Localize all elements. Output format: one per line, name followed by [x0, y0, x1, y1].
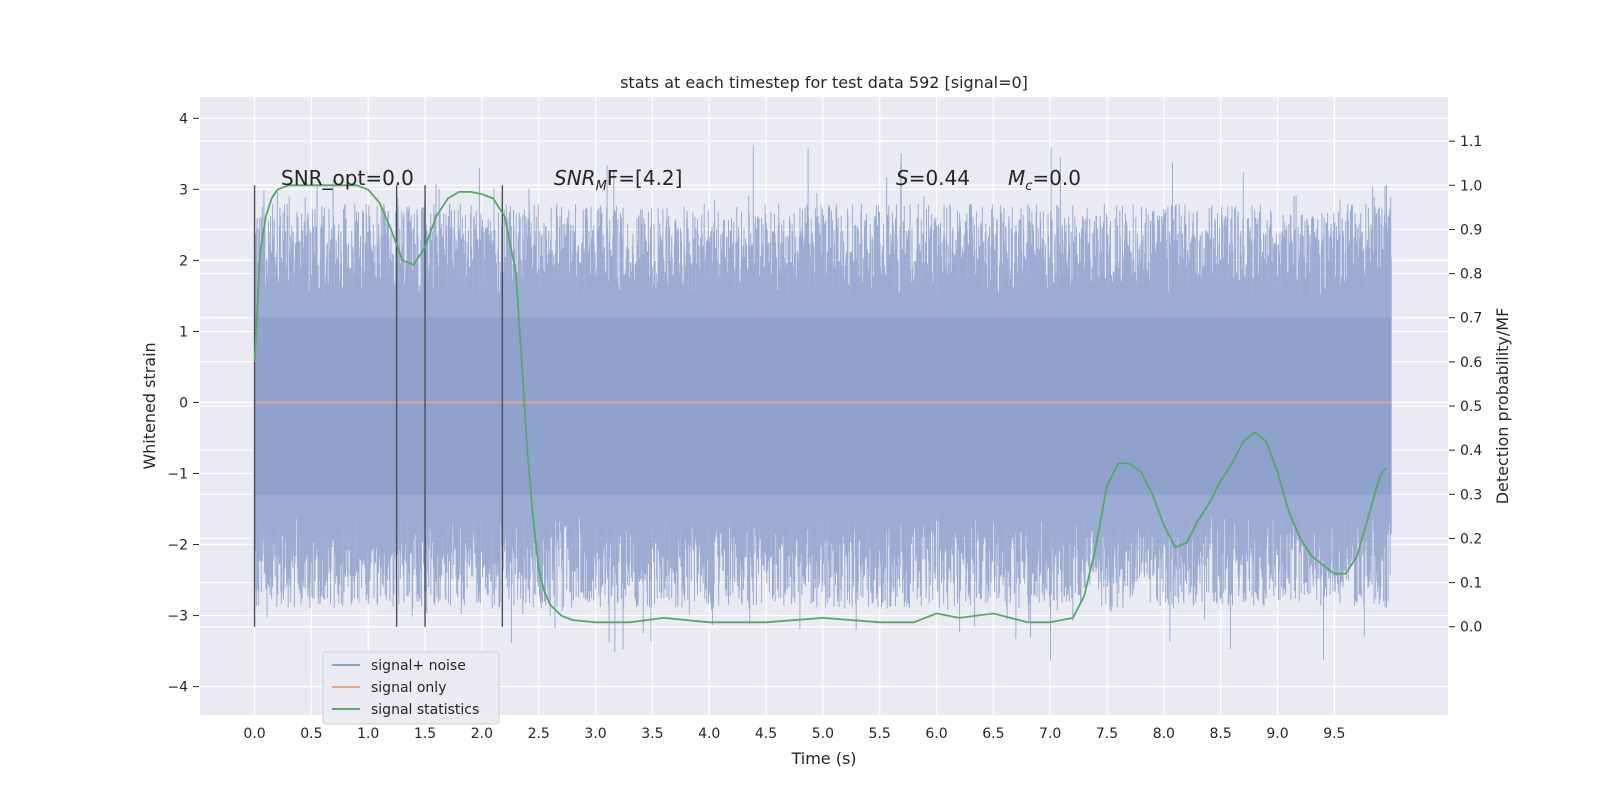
y-tick-label: 1 — [179, 324, 188, 340]
legend-label-signal-plus-noise: signal+ noise — [371, 658, 466, 674]
signal-statistics-line — [253, 184, 1387, 624]
annotation-snr-mf: SNRMF=[4.2] — [554, 166, 682, 194]
series-signal-plus-noise — [254, 144, 1392, 661]
x-tick-label: 1.0 — [357, 726, 379, 742]
x-tick-label: 0.0 — [243, 726, 265, 742]
annotation-mc-variable: M — [1008, 166, 1025, 190]
right-y-tick-label: 0.1 — [1460, 576, 1482, 592]
annotation-snr-mf-subscript: M — [596, 179, 607, 194]
x-tick-label: 6.5 — [982, 726, 1004, 742]
annotation-s-value: =0.44 — [909, 166, 970, 190]
y-tick-label: −3 — [167, 609, 188, 625]
right-y-tick-label: 0.7 — [1460, 311, 1482, 327]
legend-box — [322, 651, 500, 725]
right-y-tick-label: 1.1 — [1460, 134, 1482, 150]
y-tick-label: 2 — [179, 253, 188, 269]
annotation-mc-subscript: c — [1025, 179, 1032, 194]
x-tick-label: 8.0 — [1153, 726, 1175, 742]
right-y-tick-label: 0.6 — [1460, 355, 1482, 371]
x-tick-label: 4.5 — [755, 726, 777, 742]
annotation-snr-mf-suffix: F=[4.2] — [607, 166, 683, 190]
x-tick-label: 6.0 — [925, 726, 947, 742]
right-y-tick-label: 0.9 — [1460, 222, 1482, 238]
chart-title: stats at each timestep for test data 592… — [620, 73, 1028, 92]
right-y-tick-label: 0.3 — [1460, 487, 1482, 503]
x-tick-label: 0.5 — [300, 726, 322, 742]
legend-label-signal-only: signal only — [371, 680, 446, 696]
x-tick-label: 9.5 — [1323, 726, 1345, 742]
annotation-mc: Mc=0.0 — [1008, 166, 1081, 194]
x-tick-label: 3.5 — [641, 726, 663, 742]
annotation-snr-mf-prefix: SNR — [554, 166, 596, 190]
annotation-s: S=0.44 — [896, 166, 970, 190]
right-y-axis-title: Detection probability/MF — [1493, 308, 1512, 505]
x-tick-label: 8.5 — [1210, 726, 1232, 742]
vertical-markers — [253, 185, 504, 627]
right-y-tick-label: 0.5 — [1460, 399, 1482, 415]
y-tick-labels: 4 3 2 1 0 −1 −2 −3 −4 — [167, 111, 199, 696]
annotation-snr-opt: SNR_opt=0.0 — [281, 166, 414, 190]
y-tick-label: −4 — [167, 680, 188, 696]
y-axis-title: Whitened strain — [140, 342, 159, 469]
y-tick-label: −2 — [167, 538, 188, 554]
right-y-tick-label: 0.8 — [1460, 267, 1482, 283]
legend-label-signal-statistics: signal statistics — [371, 702, 479, 718]
x-tick-label: 2.0 — [471, 726, 493, 742]
y-tick-label: 4 — [179, 111, 188, 127]
right-y-tick-labels: 1.1 1.0 0.9 0.8 0.7 0.6 0.5 0.4 0.3 0.2 0.1 0.0 — [1449, 134, 1482, 636]
right-y-tick-label: 0.2 — [1460, 531, 1482, 547]
x-tick-label: 4.0 — [698, 726, 720, 742]
right-y-tick-label: 0.4 — [1460, 443, 1482, 459]
annotation-s-variable: S — [896, 166, 909, 190]
annotation-mc-value: =0.0 — [1032, 166, 1081, 190]
right-y-tick-label: 1.0 — [1460, 178, 1482, 194]
x-tick-label: 9.0 — [1266, 726, 1288, 742]
x-tick-label: 3.0 — [584, 726, 606, 742]
legend: signal+ noise signal only signal statist… — [322, 651, 500, 725]
x-tick-label: 7.5 — [1096, 726, 1118, 742]
x-tick-label: 5.5 — [869, 726, 891, 742]
right-y-tick-label: 0.0 — [1460, 620, 1482, 636]
x-tick-label: 7.0 — [1039, 726, 1061, 742]
x-tick-label: 5.0 — [812, 726, 834, 742]
y-tick-label: −1 — [167, 466, 188, 482]
y-tick-label: 0 — [179, 395, 188, 411]
x-tick-label: 1.5 — [414, 726, 436, 742]
x-tick-labels: 0.0 0.5 1.0 1.5 2.0 2.5 3.0 3.5 4.0 4.5 5.0 5.5 6.0 6… — [243, 726, 1345, 742]
y-tick-label: 3 — [179, 182, 188, 198]
series-signal-statistics — [253, 184, 1387, 624]
x-axis-title: Time (s) — [790, 749, 856, 768]
x-tick-label: 2.5 — [528, 726, 550, 742]
